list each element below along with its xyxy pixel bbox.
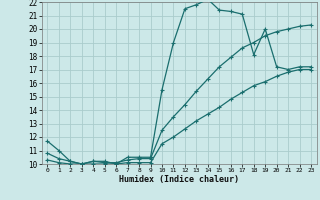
X-axis label: Humidex (Indice chaleur): Humidex (Indice chaleur) [119,175,239,184]
